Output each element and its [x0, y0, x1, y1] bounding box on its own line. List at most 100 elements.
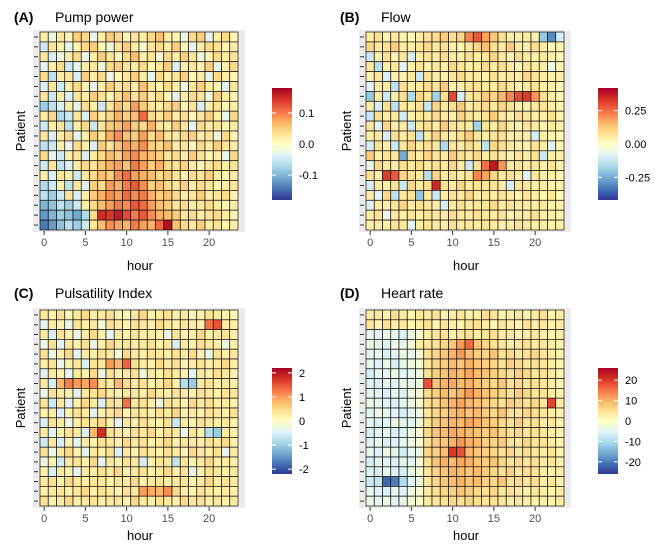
heatmap-cell — [39, 110, 49, 122]
heatmap-cell — [456, 339, 466, 350]
heatmap-cell — [555, 160, 565, 171]
heatmap-cell — [547, 329, 557, 340]
heatmap-cell — [146, 91, 156, 102]
heatmap-cell — [522, 446, 532, 458]
heatmap-cell — [489, 446, 499, 458]
heatmap-cell — [113, 91, 123, 102]
heatmap-cell — [89, 339, 99, 350]
heatmap-cell — [97, 180, 107, 191]
heatmap-cell — [373, 150, 383, 162]
heatmap-cell — [497, 309, 507, 321]
heatmap-cell — [122, 407, 132, 419]
heatmap-cell — [431, 110, 441, 122]
heatmap-cell — [406, 446, 416, 458]
heatmap-cell — [382, 358, 392, 370]
heatmap-cell — [212, 378, 222, 389]
heatmap-cell — [221, 180, 231, 191]
heatmap-cell — [179, 368, 189, 379]
heatmap-cell — [398, 446, 408, 458]
heatmap-cell — [171, 348, 181, 360]
heatmap-cell — [382, 51, 392, 63]
heatmap-cell — [497, 31, 507, 43]
heatmap-cell — [415, 91, 425, 102]
heatmap-cell — [439, 110, 449, 122]
heatmap-cell — [538, 61, 548, 72]
heatmap-cell — [514, 71, 524, 82]
heatmap-cell — [64, 41, 74, 53]
heatmap-cell — [113, 120, 123, 132]
heatmap-cell — [130, 209, 140, 221]
heatmap-cell — [390, 190, 400, 201]
heatmap-cell — [538, 417, 548, 428]
heatmap-cell — [163, 476, 173, 487]
heatmap-cell — [146, 437, 156, 448]
heatmap-cell — [179, 91, 189, 102]
heatmap-cell — [39, 91, 49, 102]
heatmap-cell — [188, 339, 198, 350]
heatmap-cell — [489, 339, 499, 350]
heatmap-cell — [448, 41, 458, 53]
heatmap-cell — [196, 160, 206, 171]
heatmap-cell — [530, 219, 540, 231]
heatmap-cell — [423, 456, 433, 468]
heatmap-cell — [39, 41, 49, 53]
heatmap-cell — [64, 388, 74, 399]
heatmap-cell — [97, 388, 107, 399]
heatmap-cell — [64, 446, 74, 458]
heatmap-cell — [489, 309, 499, 321]
heatmap-cell — [431, 61, 441, 72]
heatmap-cell — [406, 81, 416, 92]
heatmap-cell — [415, 309, 425, 321]
heatmap-cell — [72, 437, 82, 448]
heatmap-cell — [431, 219, 441, 231]
heatmap-cell — [47, 120, 57, 132]
heatmap-cell — [415, 110, 425, 122]
heatmap-cell — [448, 209, 458, 221]
x-tick-label: 5 — [82, 237, 88, 249]
heatmap-cell — [456, 180, 466, 191]
heatmap-cell — [105, 209, 115, 221]
heatmap-cell — [221, 91, 231, 102]
colorbar-label: 0 — [625, 416, 631, 428]
heatmap-cell — [373, 388, 383, 399]
heatmap-cell — [505, 319, 515, 330]
heatmap-cell — [221, 170, 231, 181]
colorbar-label: -0.1 — [299, 170, 318, 182]
heatmap-cell — [365, 378, 375, 389]
heatmap-cell — [130, 180, 140, 191]
heatmap-cell — [97, 71, 107, 82]
heatmap-cell — [481, 348, 491, 360]
heatmap-cell — [39, 170, 49, 181]
heatmap-cell — [163, 110, 173, 122]
heatmap-cell — [522, 476, 532, 487]
heatmap-cell — [72, 209, 82, 221]
heatmap-cell — [497, 140, 507, 152]
heatmap-cell — [555, 495, 565, 507]
heatmap-cell — [196, 368, 206, 379]
heatmap-cell — [204, 130, 214, 142]
heatmap-cell — [204, 446, 214, 458]
heatmap-cell — [547, 91, 557, 102]
heatmap-cell — [538, 140, 548, 152]
panel-d-y-ticks — [360, 314, 364, 502]
heatmap-cell — [155, 319, 165, 330]
heatmap-cell — [514, 91, 524, 102]
heatmap-cell — [415, 397, 425, 409]
heatmap-cell — [196, 329, 206, 340]
heatmap-cell — [547, 160, 557, 171]
heatmap-cell — [522, 150, 532, 162]
heatmap-cell — [89, 41, 99, 53]
heatmap-cell — [365, 486, 375, 497]
heatmap-cell — [204, 368, 214, 379]
heatmap-cell — [522, 190, 532, 201]
heatmap-cell — [456, 388, 466, 399]
heatmap-cell — [390, 51, 400, 63]
heatmap-cell — [481, 61, 491, 72]
heatmap-cell — [212, 110, 222, 122]
heatmap-cell — [72, 219, 82, 231]
heatmap-cell — [448, 120, 458, 132]
heatmap-cell — [56, 180, 66, 191]
heatmap-cell — [439, 339, 449, 350]
heatmap-cell — [130, 446, 140, 458]
heatmap-cell — [431, 388, 441, 399]
